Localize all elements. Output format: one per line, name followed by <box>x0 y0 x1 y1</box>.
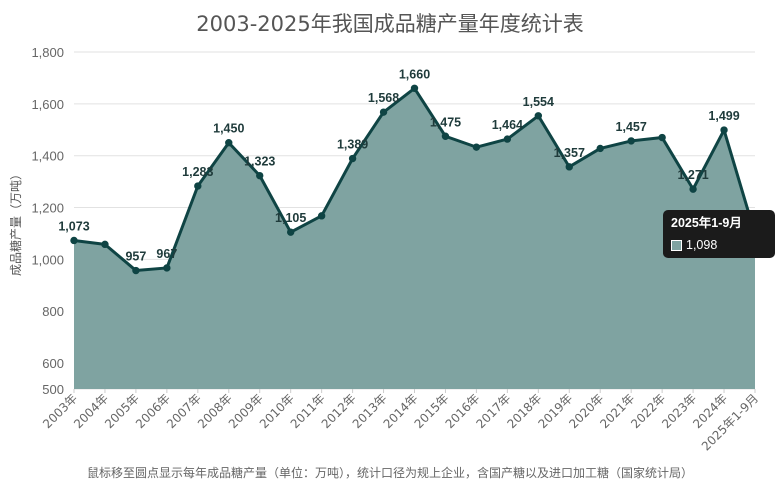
data-points <box>70 84 763 275</box>
data-point[interactable] <box>720 126 728 134</box>
data-point[interactable] <box>101 240 109 249</box>
y-axis-ticks: 500 600 800 1,000 1,200 1,400 1,600 1,800 <box>31 45 64 397</box>
data-label: 1,499 <box>708 109 739 123</box>
data-label: 1,464 <box>492 118 523 132</box>
data-label: 1,475 <box>430 115 461 129</box>
data-label: 967 <box>156 247 177 261</box>
data-label: 1,105 <box>275 211 306 225</box>
data-point[interactable] <box>225 139 233 147</box>
y-tick-label: 800 <box>42 304 64 319</box>
data-point[interactable] <box>379 108 388 116</box>
data-point[interactable] <box>163 264 171 272</box>
data-point[interactable] <box>658 133 666 142</box>
y-tick-label: 1,800 <box>31 45 64 60</box>
y-axis-label: 成品糖产量（万吨） <box>8 168 23 276</box>
data-label: 1,283 <box>182 165 213 179</box>
x-axis-ticks: 2003年2004年2005年2006年2007年2008年2009年2010年… <box>40 389 761 454</box>
data-point[interactable] <box>503 135 512 143</box>
data-point[interactable] <box>565 163 573 171</box>
y-tick-label: 1,200 <box>31 201 64 216</box>
data-point[interactable] <box>441 132 450 140</box>
data-point[interactable] <box>534 112 543 120</box>
tooltip-title: 2025年1-9月 <box>671 216 742 230</box>
y-tick-label: 1,400 <box>31 149 64 164</box>
y-tick-label: 600 <box>42 356 64 371</box>
data-label: 1,271 <box>677 168 708 182</box>
area-fill <box>74 88 755 389</box>
chart-title: 2003-2025年我国成品糖产量年度统计表 <box>196 12 584 36</box>
data-label: 1,457 <box>616 120 647 134</box>
data-point[interactable] <box>194 182 202 190</box>
data-point[interactable] <box>472 143 481 151</box>
chart-footnote: 鼠标移至圆点显示每年成品糖产量（单位：万吨），统计口径为规上企业，含国产糖以及进… <box>86 466 693 480</box>
data-label: 957 <box>125 250 146 264</box>
data-point[interactable] <box>286 228 295 236</box>
data-point[interactable] <box>256 171 264 180</box>
y-tick-label: 500 <box>42 382 64 397</box>
data-label: 1,660 <box>399 67 430 81</box>
y-tick-label: 1,000 <box>31 252 64 267</box>
tooltip-swatch <box>671 239 682 251</box>
data-label: 1,357 <box>554 146 585 160</box>
data-point[interactable] <box>317 212 326 220</box>
data-label: 1,554 <box>523 95 554 109</box>
data-point[interactable] <box>627 137 635 145</box>
data-label: 1,323 <box>244 155 275 169</box>
tooltip-row: 1,098 <box>671 238 767 252</box>
tooltip: 2025年1-9月 1,098 <box>663 210 775 258</box>
data-point[interactable] <box>132 266 140 275</box>
data-label: 1,568 <box>368 91 399 105</box>
data-point[interactable] <box>70 236 78 245</box>
data-label: 1,389 <box>337 138 368 152</box>
data-point[interactable] <box>689 185 697 193</box>
data-label: 1,450 <box>213 122 244 136</box>
data-point[interactable] <box>410 84 419 92</box>
data-labels: 1,073 957 967 1,283 1,450 1,323 1,105 1,389 1,56… <box>58 67 770 263</box>
tooltip-value: 1,098 <box>686 238 718 252</box>
data-point[interactable] <box>596 144 604 153</box>
y-tick-label: 1,600 <box>31 97 64 112</box>
data-point[interactable] <box>348 154 357 163</box>
data-label: 1,073 <box>58 219 89 233</box>
